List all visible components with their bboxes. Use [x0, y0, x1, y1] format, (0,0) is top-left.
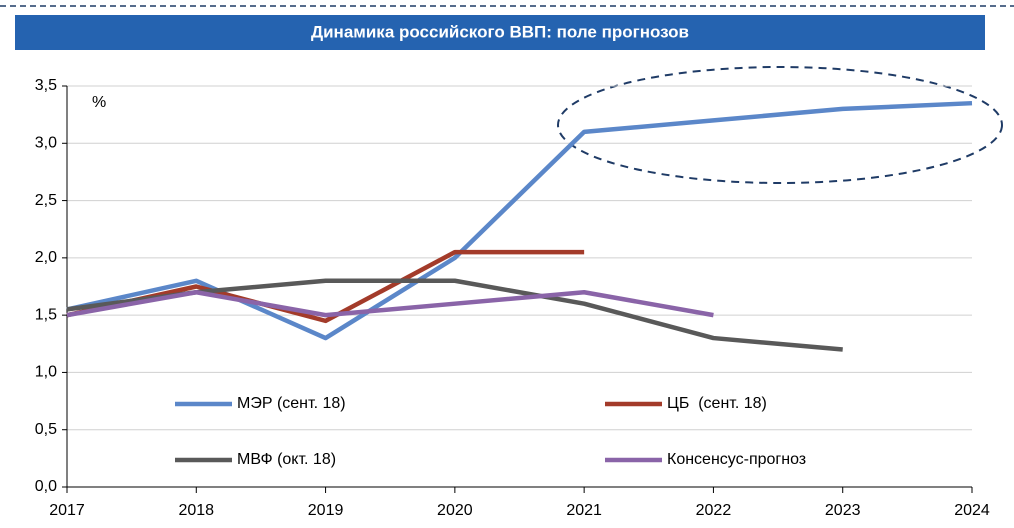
legend-label: ЦБ (сент. 18)	[667, 395, 767, 412]
x-tick-label: 2018	[178, 502, 214, 519]
x-tick-label: 2017	[49, 502, 85, 519]
series-line	[66, 289, 714, 318]
y-tick-label: 2,5	[35, 192, 57, 209]
legend-label: Консенсус-прогноз	[667, 451, 806, 468]
x-tick-label: 2024	[954, 502, 990, 519]
unit-label: %	[92, 94, 106, 111]
x-tick-label: 2021	[566, 502, 602, 519]
x-tick-label: 2020	[437, 502, 473, 519]
y-tick-label: 1,0	[35, 364, 57, 381]
y-tick-label: 3,0	[35, 135, 57, 152]
legend-label: МВФ (окт. 18)	[237, 451, 336, 468]
legend-label: МЭР (сент. 18)	[237, 395, 346, 412]
y-tick-label: 2,0	[35, 249, 57, 266]
x-tick-label: 2023	[825, 502, 861, 519]
x-tick-label: 2022	[696, 502, 732, 519]
series-line	[66, 249, 585, 324]
title-bar	[15, 15, 985, 50]
x-tick-label: 2019	[308, 502, 344, 519]
series-line	[66, 100, 973, 341]
highlight-ellipse	[557, 66, 1003, 184]
y-tick-label: 0,5	[35, 421, 57, 438]
y-tick-label: 3,5	[35, 77, 57, 94]
chart-title: Динамика российского ВВП: поле прогнозов	[311, 22, 689, 41]
y-tick-label: 1,5	[35, 306, 57, 323]
y-tick-label: 0,0	[35, 478, 57, 495]
